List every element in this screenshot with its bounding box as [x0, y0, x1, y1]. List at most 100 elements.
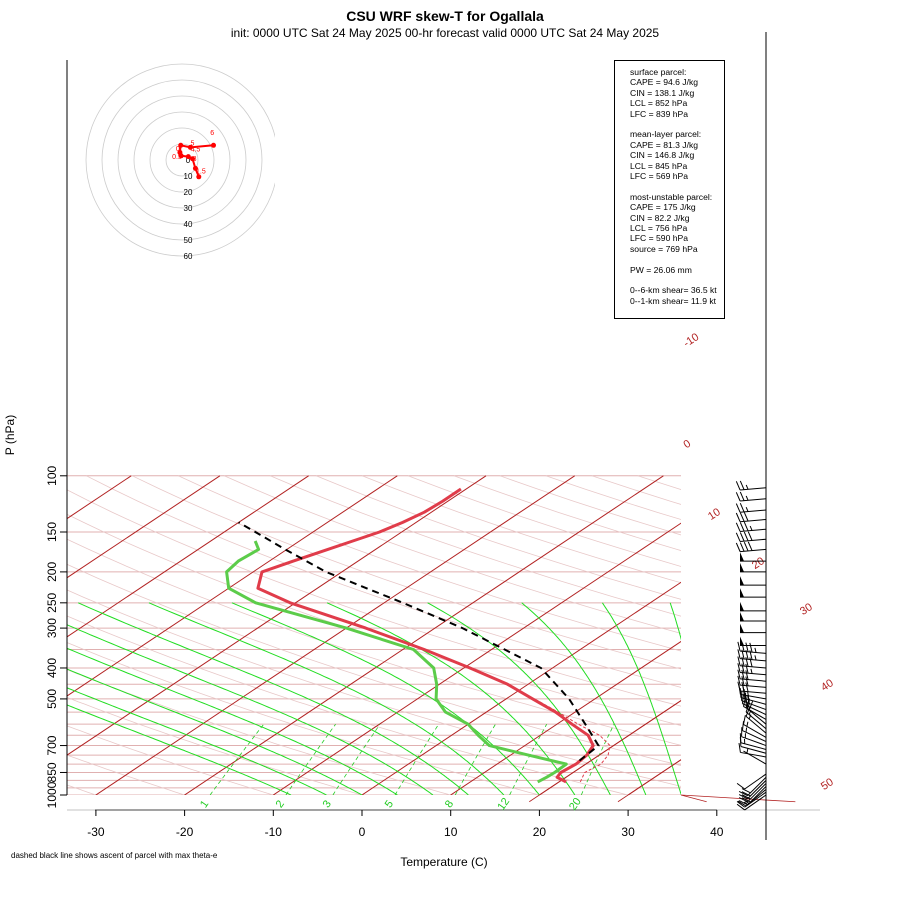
mixing-ratio-labels: 1 2 3 5 8 12 20	[198, 796, 584, 813]
wind-barb-flag	[738, 790, 748, 797]
dry-adiabat-line	[67, 725, 275, 795]
dewpoint-trace	[225, 540, 568, 784]
wind-barb-flag	[741, 788, 751, 794]
isotherm-label: 10	[706, 506, 723, 523]
moist-adiabat-line	[67, 704, 292, 795]
isotherm-line	[94, 475, 575, 795]
wind-barb	[738, 776, 767, 797]
wind-barb-staff	[742, 703, 767, 716]
wind-barb-flag	[741, 669, 745, 680]
hodograph-background	[75, 60, 275, 270]
wind-barb-half-flag	[745, 727, 748, 733]
wind-barb-flag	[739, 522, 745, 532]
mixing-ratio-label: 1	[198, 798, 211, 810]
wind-barb-pennant	[740, 611, 744, 621]
moist-adiabat-line	[67, 668, 363, 795]
dry-adiabat-line	[67, 669, 453, 795]
wind-barb-flag	[739, 532, 745, 542]
temperature-trace	[256, 487, 595, 784]
wind-barb-flag	[743, 521, 749, 531]
wind-barb-staff	[740, 678, 767, 682]
isotherm-extension	[617, 759, 682, 803]
wind-barb	[740, 552, 766, 562]
wind-barb-staff	[747, 780, 767, 800]
wind-barb-staff	[740, 487, 767, 491]
dry-adiabat-line	[178, 475, 681, 652]
hodograph-ring	[117, 95, 247, 225]
isotherm-line	[67, 475, 132, 520]
wind-barb-staff	[740, 518, 767, 523]
surface-lfc: LFC = 839 hPa	[630, 108, 689, 119]
wind-barb-flag	[745, 663, 749, 674]
mixing-ratio-line	[509, 724, 548, 795]
wind-barb	[735, 541, 767, 553]
mean-layer-cape: CAPE = 81.3 J/kg	[630, 139, 699, 150]
precipitable-water: PW = 26.06 mm	[630, 264, 692, 275]
surface-lcl: LCL = 852 hPa	[630, 98, 688, 109]
wind-barb	[738, 783, 767, 803]
wind-barb-staff	[742, 730, 767, 742]
footnote: dashed black line shows ascent of parcel…	[11, 851, 218, 860]
wind-barb	[741, 727, 767, 747]
wind-barb-pennant	[740, 636, 744, 646]
wind-barb-flag	[737, 675, 741, 686]
wind-barb	[737, 681, 767, 694]
isotherm-line	[67, 475, 398, 697]
isotherm-line	[627, 759, 681, 795]
wind-barb-flag	[737, 649, 741, 659]
wind-barb-flag	[747, 541, 753, 551]
wind-barb-flag	[736, 803, 745, 811]
wind-barb-staff	[740, 742, 767, 750]
dry-adiabat-line	[224, 475, 681, 634]
most-unstable-cin: CIN = 82.2 J/kg	[630, 212, 690, 223]
wind-barb-flag	[742, 715, 746, 725]
parcel-ascent-trace	[238, 521, 600, 762]
moist-adiabat-line	[326, 602, 576, 795]
mixing-ratio-label: 8	[443, 798, 456, 810]
x-tick-label: 10	[444, 825, 458, 839]
wind-barb-flag	[745, 682, 749, 692]
dry-adiabat-line	[637, 475, 681, 490]
wind-barb-half-flag	[745, 495, 749, 501]
wind-barb	[740, 611, 766, 622]
surface-parcel-header: surface parcel:	[630, 67, 687, 77]
wind-barb	[740, 562, 766, 573]
mixing-ratio-label: 5	[383, 798, 396, 810]
wind-barb	[738, 742, 767, 758]
wind-barb-staff	[740, 509, 767, 513]
wind-barb-flag	[745, 670, 749, 680]
wind-barb-pennant	[740, 562, 744, 572]
isotherm-label: 0	[682, 438, 694, 451]
wind-barb-flag	[739, 503, 745, 513]
wind-barb-flag	[741, 797, 751, 803]
wind-barb-half-flag	[745, 507, 749, 512]
hodograph-ring-label: 50	[184, 236, 193, 245]
hodograph-ring-label: 20	[184, 188, 193, 197]
isotherm-label: 20	[750, 555, 767, 572]
wind-barb	[736, 794, 767, 811]
y-tick-label: 700	[45, 735, 59, 755]
wind-barb-half-flag	[746, 748, 749, 754]
most-unstable-cape: CAPE = 175 J/kg	[630, 202, 696, 213]
surface-cin: CIN = 138.1 J/kg	[630, 87, 695, 98]
isotherm-extension	[680, 794, 707, 803]
mean-layer-parcel-header: mean-layer parcel:	[630, 129, 702, 140]
hodograph-ring-label: 30	[184, 204, 193, 213]
wind-barb-flag	[737, 669, 741, 680]
mixing-ratio-line	[394, 723, 440, 795]
hodograph-point	[177, 149, 183, 155]
wind-barb-flag	[748, 701, 754, 711]
isotherm-label: -10	[681, 331, 701, 350]
dry-adiabat-line	[132, 475, 681, 670]
wind-barb-staff	[740, 684, 767, 688]
wind-barb-staff	[740, 671, 767, 676]
wind-barb-pennant	[740, 552, 744, 562]
isotherm-extension	[680, 794, 796, 803]
dry-adiabat-line	[499, 475, 681, 536]
moist-adiabat-line	[67, 687, 327, 795]
shear-0-6km: 0--6-km shear= 36.5 kt	[630, 285, 717, 296]
wind-barb-flag	[739, 733, 742, 743]
hodograph-height-label: 6	[210, 130, 214, 137]
hodograph-rings	[75, 60, 275, 270]
